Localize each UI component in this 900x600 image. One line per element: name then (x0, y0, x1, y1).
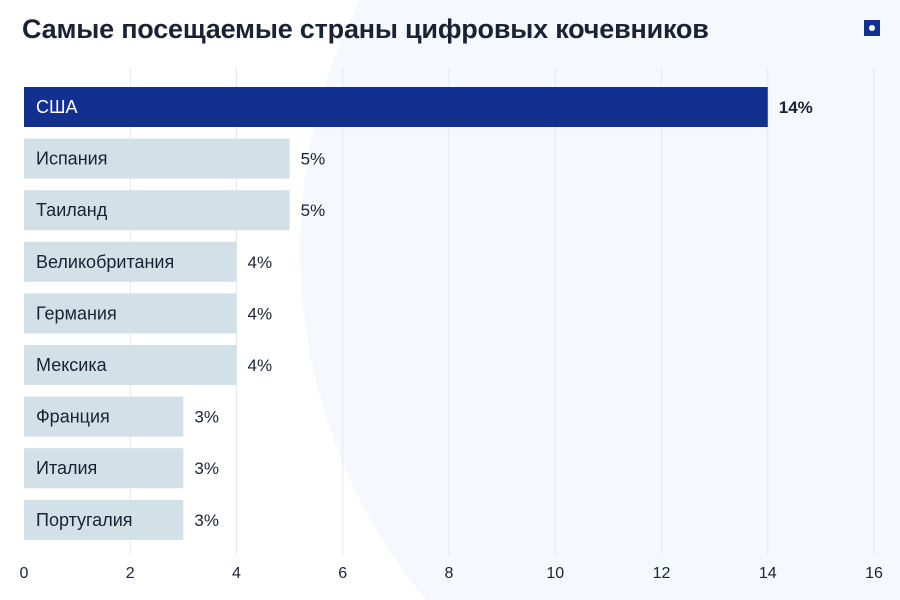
x-tick-label: 10 (546, 565, 564, 582)
bar (24, 87, 768, 127)
category-label: Германия (36, 303, 117, 323)
data-label: 3% (194, 511, 219, 530)
category-label: Таиланд (36, 200, 108, 220)
x-tick-label: 0 (20, 565, 29, 582)
data-label: 14% (779, 98, 813, 117)
data-label: 5% (301, 201, 326, 220)
bar (24, 345, 237, 385)
category-label: Мексика (36, 355, 108, 375)
x-tick-label: 4 (232, 565, 241, 582)
category-label: Португалия (36, 510, 133, 530)
data-label: 3% (194, 408, 219, 427)
x-tick-label: 16 (865, 565, 883, 582)
bar (24, 448, 184, 489)
x-tick-label: 2 (126, 565, 135, 582)
category-label: Испания (36, 149, 107, 169)
bar (24, 190, 290, 231)
category-label: Франция (36, 407, 110, 427)
bar (24, 293, 237, 334)
x-tick-label: 8 (445, 565, 454, 582)
data-label: 3% (194, 459, 219, 478)
bar (24, 138, 290, 179)
category-label: США (36, 97, 78, 117)
logo-icon (864, 20, 880, 36)
data-label: 4% (248, 356, 273, 375)
category-label: Италия (36, 458, 97, 478)
data-label: 4% (248, 253, 273, 272)
data-label: 4% (248, 304, 273, 323)
bar (24, 396, 184, 437)
x-tick-label: 6 (338, 565, 347, 582)
bar (24, 241, 237, 282)
data-label: 5% (301, 150, 326, 169)
chart-title: Самые посещаемые страны цифровых кочевни… (22, 14, 709, 44)
x-tick-label: 14 (759, 565, 777, 582)
category-label: Великобритания (36, 252, 174, 272)
bar (24, 499, 184, 540)
x-tick-label: 12 (653, 565, 671, 582)
